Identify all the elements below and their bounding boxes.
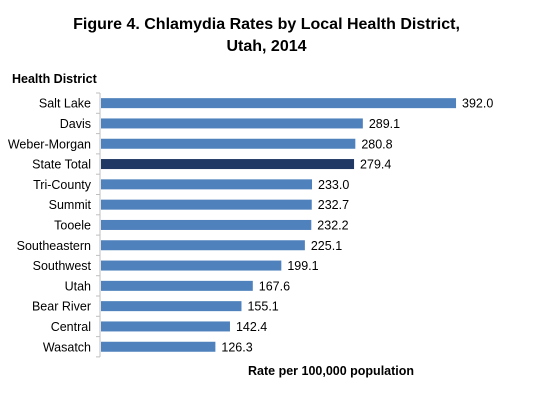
category-label: Southwest: [33, 259, 92, 273]
category-label: Southeastern: [17, 239, 91, 253]
data-label: 199.1: [287, 259, 318, 273]
data-label: 142.4: [236, 320, 267, 334]
category-label: Bear River: [32, 300, 91, 314]
bar: [101, 118, 363, 129]
bar: [101, 199, 312, 210]
bar: [101, 179, 313, 190]
data-label: 233.0: [318, 178, 349, 192]
data-label: 225.1: [311, 239, 342, 253]
category-label: Wasatch: [43, 340, 91, 354]
bar: [101, 280, 253, 291]
bar: [101, 138, 356, 149]
category-label: Tri-County: [33, 178, 92, 192]
data-label: 392.0: [462, 97, 493, 111]
chart-title-line1: Figure 4. Chlamydia Rates by Local Healt…: [73, 16, 460, 33]
category-label: Salt Lake: [39, 97, 91, 111]
bar: [101, 301, 242, 312]
x-axis-label: Rate per 100,000 population: [248, 364, 414, 378]
data-label: 232.2: [317, 218, 348, 232]
bar: [101, 219, 312, 230]
category-label: Tooele: [54, 218, 91, 232]
category-label: Summit: [49, 198, 92, 212]
category-label: Utah: [65, 279, 91, 293]
bar: [101, 260, 282, 271]
chart-title-line2: Utah, 2014: [226, 38, 307, 55]
bar: [101, 159, 355, 170]
y-axis-label: Health District: [12, 72, 98, 86]
data-label: 155.1: [247, 300, 278, 314]
data-label: 232.7: [318, 198, 349, 212]
bar: [101, 321, 230, 332]
data-label: 280.8: [361, 137, 392, 151]
category-label: Weber-Morgan: [8, 137, 91, 151]
bar: [101, 341, 216, 352]
data-label: 126.3: [221, 340, 252, 354]
category-label: Central: [51, 320, 91, 334]
category-label: Davis: [60, 117, 91, 131]
bar: [101, 98, 457, 109]
bar: [101, 240, 305, 251]
category-label: State Total: [32, 158, 91, 172]
data-label: 167.6: [259, 279, 290, 293]
data-label: 289.1: [369, 117, 400, 131]
data-label: 279.4: [360, 158, 391, 172]
